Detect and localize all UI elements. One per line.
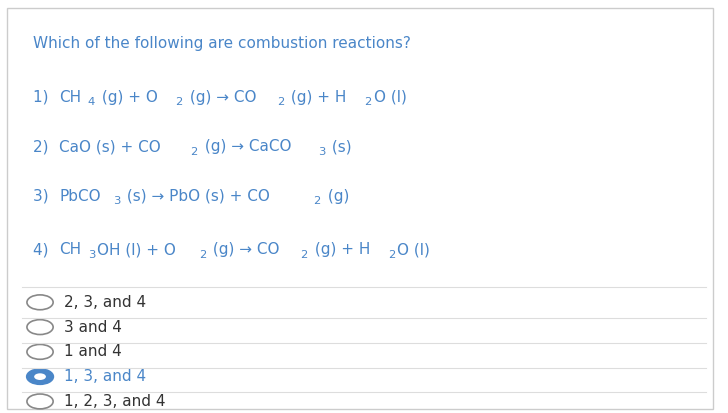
Text: 1): 1) — [33, 90, 53, 104]
Text: 2: 2 — [301, 250, 308, 260]
Circle shape — [27, 369, 53, 384]
Text: 2: 2 — [175, 97, 183, 107]
Text: 1, 3, and 4: 1, 3, and 4 — [64, 369, 146, 384]
Text: O (l): O (l) — [397, 242, 430, 257]
Text: CH: CH — [59, 90, 82, 104]
Text: (g) → CO: (g) → CO — [185, 90, 256, 104]
Text: 3: 3 — [113, 196, 120, 206]
Text: 4): 4) — [33, 242, 53, 257]
Text: (s): (s) — [328, 139, 352, 154]
Text: 1 and 4: 1 and 4 — [64, 344, 122, 359]
Text: (s) → PbO (s) + CO: (s) → PbO (s) + CO — [122, 189, 270, 204]
FancyBboxPatch shape — [7, 8, 713, 409]
Text: CaO (s) + CO: CaO (s) + CO — [59, 139, 161, 154]
Text: 2, 3, and 4: 2, 3, and 4 — [64, 295, 146, 310]
Text: 2: 2 — [313, 196, 320, 206]
Text: (g) → CO: (g) → CO — [208, 242, 280, 257]
Text: 1, 2, 3, and 4: 1, 2, 3, and 4 — [64, 394, 165, 409]
Text: (g) + H: (g) + H — [310, 242, 371, 257]
Text: (g) + H: (g) + H — [287, 90, 347, 104]
Text: 2: 2 — [199, 250, 206, 260]
Text: 3 and 4: 3 and 4 — [64, 320, 122, 335]
Text: PbCO: PbCO — [59, 189, 101, 204]
Text: 2: 2 — [190, 147, 197, 157]
Text: 2: 2 — [365, 97, 371, 107]
Text: 3: 3 — [317, 147, 325, 157]
Text: (g) + O: (g) + O — [97, 90, 158, 104]
Text: 2: 2 — [388, 250, 395, 260]
Text: (g) → CaCO: (g) → CaCO — [199, 139, 291, 154]
Text: (g): (g) — [323, 189, 349, 204]
Text: 3: 3 — [87, 250, 95, 260]
Text: 3): 3) — [33, 189, 53, 204]
Text: CH: CH — [59, 242, 82, 257]
Text: 4: 4 — [87, 97, 95, 107]
Text: 2): 2) — [33, 139, 53, 154]
Text: 2: 2 — [277, 97, 285, 107]
Text: Which of the following are combustion reactions?: Which of the following are combustion re… — [33, 36, 411, 51]
Text: OH (l) + O: OH (l) + O — [97, 242, 176, 257]
Circle shape — [34, 373, 46, 380]
Text: O (l): O (l) — [373, 90, 407, 104]
